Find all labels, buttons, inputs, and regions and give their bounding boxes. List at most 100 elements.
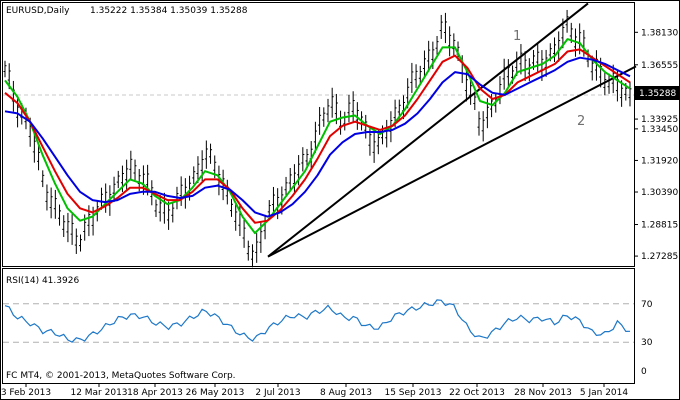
price-bar[interactable]: [242, 219, 246, 248]
upper-trendline[interactable]: [267, 2, 589, 258]
price-bar[interactable]: [301, 147, 305, 172]
price-bar[interactable]: [225, 179, 229, 205]
price-bar[interactable]: [112, 176, 116, 202]
price-bar[interactable]: [473, 91, 477, 111]
labels: EURUSD,Daily 1.35222 1.35384 1.35039 1.3…: [6, 6, 585, 381]
price-bar[interactable]: [477, 111, 481, 136]
price-bar[interactable]: [385, 119, 389, 148]
price-bar[interactable]: [41, 170, 45, 188]
price-bar[interactable]: [79, 234, 83, 252]
price-bar[interactable]: [154, 199, 158, 218]
price-bar[interactable]: [179, 176, 183, 206]
price-bar[interactable]: [230, 198, 234, 217]
price-bar[interactable]: [246, 240, 250, 261]
price-bar[interactable]: [271, 186, 275, 215]
price-bar[interactable]: [70, 214, 74, 245]
price-bar[interactable]: [372, 132, 376, 163]
price-bar[interactable]: [620, 80, 624, 107]
price-tick-label: 1.28815: [641, 221, 678, 231]
price-bar[interactable]: [192, 166, 196, 185]
price-bar[interactable]: [506, 59, 510, 87]
price-bar[interactable]: [318, 106, 322, 135]
price-bar[interactable]: [330, 87, 334, 118]
price-bar[interactable]: [452, 33, 456, 57]
price-bar[interactable]: [439, 14, 443, 39]
price-bar[interactable]: [351, 91, 355, 123]
price-bar[interactable]: [209, 143, 213, 164]
price-bar[interactable]: [66, 212, 70, 243]
price-bar[interactable]: [62, 215, 66, 237]
price-bar[interactable]: [129, 150, 133, 180]
price-bar[interactable]: [116, 170, 120, 189]
price-bar[interactable]: [481, 111, 485, 142]
price-bar[interactable]: [305, 148, 309, 168]
price-bar[interactable]: [502, 58, 506, 90]
price-panel-border: [2, 2, 635, 267]
ma-red-line[interactable]: [4, 48, 631, 224]
rsi-panel[interactable]: 70 30 0 3 Feb 2013 12 Mar 2013 18 Apr 2013 26 …: [1, 299, 653, 398]
price-bar[interactable]: [368, 125, 372, 156]
price-bar[interactable]: [326, 98, 330, 123]
price-bar[interactable]: [418, 65, 422, 85]
price-bar[interactable]: [536, 43, 540, 72]
price-bar[interactable]: [523, 51, 527, 82]
price-bar[interactable]: [3, 60, 7, 78]
price-bar[interactable]: [414, 64, 418, 88]
price-bar[interactable]: [49, 187, 53, 219]
price-bar[interactable]: [557, 31, 561, 62]
current-price-label: 1.35288: [639, 89, 676, 99]
price-bar[interactable]: [204, 140, 208, 169]
ma-blue-line[interactable]: [4, 56, 631, 218]
price-bar[interactable]: [347, 94, 351, 123]
price-bar[interactable]: [313, 121, 317, 153]
ma-green-line[interactable]: [4, 38, 631, 235]
price-bar[interactable]: [234, 203, 238, 231]
price-bar[interactable]: [167, 201, 171, 230]
price-bar[interactable]: [255, 233, 259, 263]
price-bar[interactable]: [32, 131, 36, 163]
time-tick-label: 8 Aug 2013: [320, 388, 372, 398]
price-bar[interactable]: [58, 204, 62, 226]
price-bar[interactable]: [364, 114, 368, 139]
price-bar[interactable]: [422, 50, 426, 79]
price-bar[interactable]: [37, 144, 41, 171]
rsi-line[interactable]: [4, 299, 631, 343]
price-bar[interactable]: [565, 9, 569, 33]
price-bar[interactable]: [141, 165, 145, 195]
price-bar[interactable]: [133, 159, 137, 181]
price-bar[interactable]: [196, 156, 200, 183]
price-bar[interactable]: [74, 228, 78, 254]
price-bar[interactable]: [552, 37, 556, 63]
price-bars[interactable]: [3, 9, 632, 268]
time-tick-label: 28 Nov 2013: [514, 388, 572, 398]
price-bar[interactable]: [427, 40, 431, 72]
price-bar[interactable]: [11, 80, 15, 112]
price-bar[interactable]: [292, 164, 296, 195]
price-bar[interactable]: [250, 244, 254, 268]
price-bar[interactable]: [125, 159, 129, 191]
price-bar[interactable]: [519, 44, 523, 75]
price-bar[interactable]: [53, 189, 57, 219]
price-bar[interactable]: [603, 72, 607, 96]
lower-trendline[interactable]: [267, 65, 637, 258]
price-bar[interactable]: [339, 110, 343, 135]
price-bar[interactable]: [435, 36, 439, 55]
price-bar[interactable]: [284, 176, 288, 197]
price-bar[interactable]: [443, 12, 447, 44]
price-bar[interactable]: [410, 62, 414, 93]
symbol-label: EURUSD,Daily: [6, 6, 70, 16]
price-bar[interactable]: [104, 183, 108, 213]
price-bar[interactable]: [343, 111, 347, 131]
price-bar[interactable]: [45, 184, 49, 211]
price-bar[interactable]: [171, 202, 175, 223]
price-bar[interactable]: [288, 167, 292, 192]
price-bar[interactable]: [355, 102, 359, 130]
price-bar[interactable]: [376, 130, 380, 155]
price-bar[interactable]: [464, 70, 468, 102]
price-bar[interactable]: [628, 81, 632, 107]
price-bar[interactable]: [448, 26, 452, 57]
price-bar[interactable]: [263, 214, 267, 240]
price-bar[interactable]: [322, 107, 326, 127]
